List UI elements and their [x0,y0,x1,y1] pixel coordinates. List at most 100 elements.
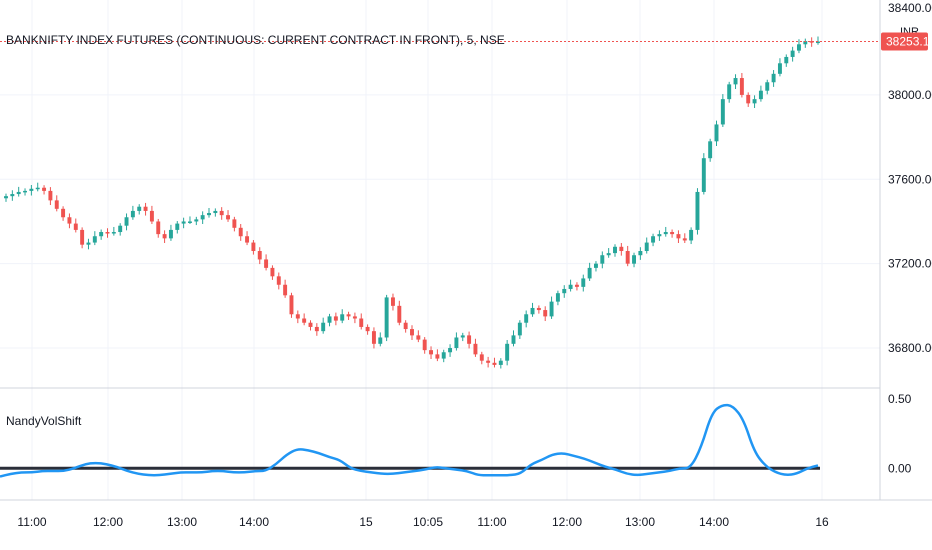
candle[interactable] [777,58,782,77]
candle[interactable] [448,344,453,357]
candle[interactable] [352,312,357,324]
candle[interactable] [245,231,250,246]
candle[interactable] [168,224,173,241]
candle[interactable] [670,229,675,238]
candle[interactable] [517,320,522,339]
candle[interactable] [416,330,421,343]
candle[interactable] [162,230,167,243]
candle[interactable] [327,313,332,327]
candle[interactable] [809,37,814,47]
candle[interactable] [391,293,395,311]
candle[interactable] [752,95,757,108]
candle[interactable] [625,245,630,267]
candle[interactable] [765,79,770,95]
candle[interactable] [467,331,472,349]
candle[interactable] [701,153,706,195]
candle[interactable] [54,195,59,212]
candle[interactable] [29,184,34,196]
candle[interactable] [118,223,123,236]
candle[interactable] [48,187,53,206]
candle[interactable] [720,94,725,127]
candle[interactable] [492,357,497,368]
candle[interactable] [574,282,579,291]
candle[interactable] [67,213,72,229]
candle[interactable] [816,36,820,45]
candle[interactable] [302,313,307,326]
candle[interactable] [479,351,484,365]
candle[interactable] [384,294,389,342]
candle[interactable] [632,252,636,268]
candle[interactable] [568,279,573,292]
candle[interactable] [644,237,649,254]
candle[interactable] [784,54,789,67]
candle[interactable] [149,205,154,225]
candle[interactable] [441,349,446,363]
candle[interactable] [219,207,224,220]
candle[interactable] [359,313,364,330]
candle[interactable] [562,285,567,298]
candle[interactable] [758,85,763,102]
candle[interactable] [130,205,135,220]
candle[interactable] [797,39,801,54]
candle[interactable] [80,227,85,249]
candle[interactable] [99,229,104,240]
candle[interactable] [371,327,376,349]
candle[interactable] [727,81,732,103]
candle[interactable] [16,186,21,197]
candle[interactable] [803,38,808,48]
candle[interactable] [270,265,275,280]
candle[interactable] [207,207,211,218]
candle[interactable] [86,238,91,250]
candle[interactable] [619,242,624,256]
candle[interactable] [105,228,110,238]
candle[interactable] [733,74,738,90]
candle[interactable] [505,340,510,366]
candle[interactable] [606,248,611,258]
candle[interactable] [410,325,414,341]
candle[interactable] [251,240,256,255]
candle[interactable] [460,332,465,342]
candle[interactable] [238,224,243,241]
candle[interactable] [511,330,516,347]
candle[interactable] [333,312,338,326]
candle[interactable] [739,72,744,98]
candle[interactable] [340,309,345,324]
candle[interactable] [73,218,78,233]
candle[interactable] [543,306,548,322]
candles-layer[interactable] [4,36,820,369]
candle[interactable] [708,138,713,162]
candle[interactable] [314,323,319,336]
candle[interactable] [473,338,478,357]
candle[interactable] [435,349,440,362]
candle[interactable] [264,254,269,271]
candle[interactable] [276,272,281,290]
candle[interactable] [143,202,148,216]
candle[interactable] [613,244,617,257]
candle[interactable] [454,332,459,351]
candle[interactable] [587,262,592,281]
candle[interactable] [594,261,598,272]
candle[interactable] [530,302,535,317]
candle[interactable] [213,208,218,217]
candle[interactable] [137,204,142,215]
candle[interactable] [308,320,313,331]
candle[interactable] [663,226,668,237]
candle[interactable] [486,356,491,368]
candle[interactable] [676,230,681,243]
candle[interactable] [124,213,129,231]
candle[interactable] [638,247,643,260]
candle[interactable] [226,210,230,222]
candle[interactable] [111,226,116,236]
candle[interactable] [194,216,199,226]
candle[interactable] [4,193,8,202]
candle[interactable] [61,206,66,221]
candle[interactable] [232,216,237,232]
candle[interactable] [549,296,554,319]
indicator-layer[interactable] [0,403,820,478]
candle[interactable] [682,233,687,243]
candle[interactable] [35,182,40,192]
candle[interactable] [181,217,186,229]
candle[interactable] [378,332,383,347]
candle[interactable] [581,274,586,292]
